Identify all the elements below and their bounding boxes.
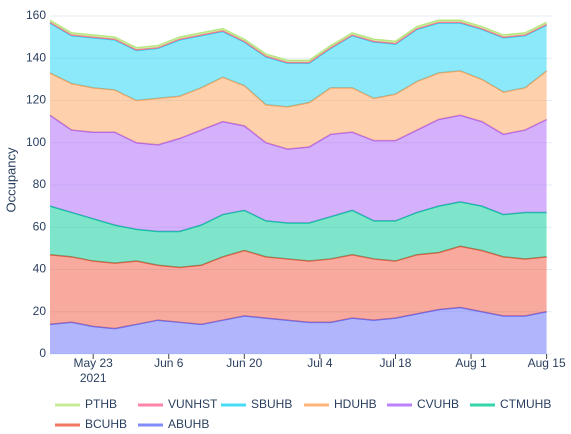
- x-tick-label: Jun 6: [154, 356, 184, 370]
- legend-label: HDUHB: [334, 397, 377, 411]
- x-tick-label: Aug 1: [455, 356, 487, 370]
- legend-label: PTHB: [85, 397, 117, 411]
- legend-label: VUNHST: [168, 397, 218, 411]
- x-tick-label: May 23 2021: [74, 356, 114, 385]
- x-tick-label: Aug 15: [528, 356, 566, 370]
- legend-label: ABUHB: [168, 417, 209, 431]
- area-fill: [50, 201, 547, 268]
- area-fill: [50, 70, 547, 150]
- y-tick-label: 0: [39, 346, 46, 360]
- legend-label: CTMUHB: [500, 397, 551, 411]
- area-line: [49, 19, 547, 62]
- legend-label: BCUHB: [85, 417, 127, 431]
- x-tick-label: Jul 18: [379, 356, 411, 370]
- x-tick-label-line: May 23: [74, 356, 114, 370]
- y-tick-label: 160: [26, 8, 46, 22]
- x-tick-label: Jul 4: [307, 356, 333, 370]
- legend-label: CVUHB: [417, 397, 459, 411]
- y-tick-label: 120: [26, 93, 46, 107]
- legend-label: SBUHB: [251, 397, 292, 411]
- area-fill: [50, 307, 547, 354]
- y-tick-label: 100: [26, 135, 46, 149]
- y-tick-label: 40: [33, 262, 47, 276]
- area-fill: [50, 22, 547, 107]
- y-axis-label: Occupancy: [3, 147, 18, 213]
- y-tick-label: 140: [26, 50, 46, 64]
- y-tick-label: 20: [33, 304, 47, 318]
- area-fill: [50, 115, 547, 232]
- x-tick-label: Jun 20: [226, 356, 262, 370]
- x-tick-label-line: 2021: [80, 371, 107, 385]
- area-fill: [50, 246, 547, 329]
- y-tick-label: 60: [33, 219, 47, 233]
- y-tick-label: 80: [33, 177, 47, 191]
